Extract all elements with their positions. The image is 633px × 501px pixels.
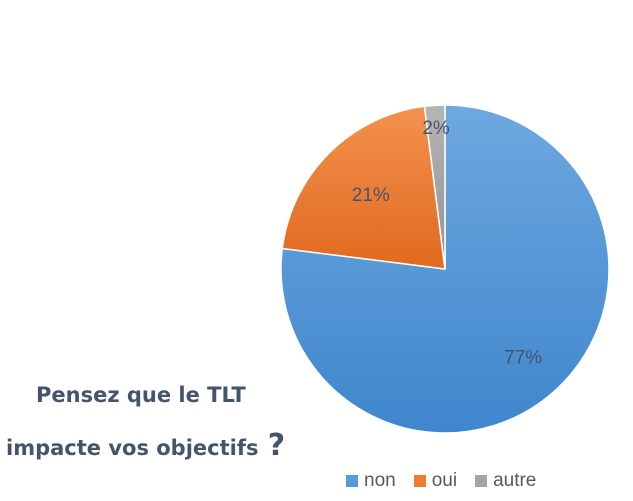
pie-slice-oui [281,105,446,270]
legend-swatch-non [346,475,358,487]
legend-swatch-autre [475,475,488,487]
legend-label-autre: autre [493,470,537,491]
data-label-oui: 21% [352,185,390,206]
chart-title-line-2: impacte vos objectifs ? [6,428,285,463]
legend-label-oui: oui [431,470,458,491]
chart-title-question-mark: ? [267,428,286,463]
legend-item-non: non [346,470,396,492]
legend-item-oui: oui [413,470,458,492]
legend-label-non: non [364,470,396,491]
data-label-autre: 2% [422,118,450,139]
data-label-non: 77% [504,348,542,369]
pie-slice-non [280,104,610,434]
pie-slice-autre [423,104,446,270]
chart-legend: non oui autre [346,470,536,492]
legend-swatch-oui [413,475,426,487]
chart-title-line-1: Pensez que le TLT [36,383,246,407]
chart-title-line-2-text: impacte vos objectifs [6,436,259,460]
legend-item-autre: autre [475,470,536,492]
